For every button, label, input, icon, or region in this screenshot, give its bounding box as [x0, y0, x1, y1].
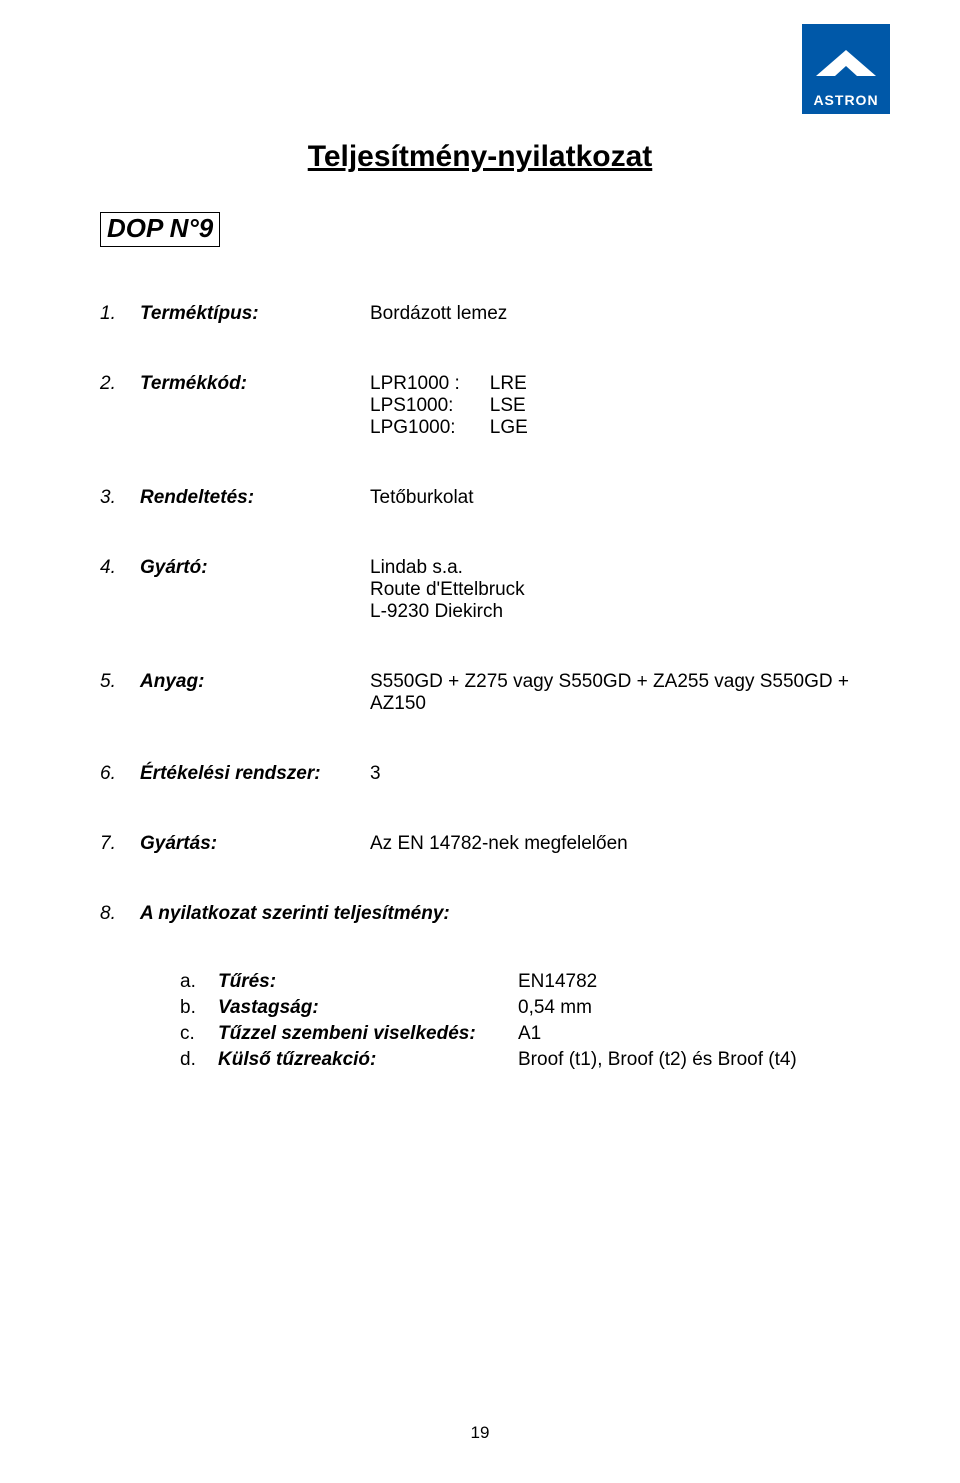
item-declared-performance: 8. A nyilatkozat szerinti teljesítmény: — [100, 903, 860, 925]
house-roof-icon — [810, 46, 882, 90]
performance-sublist: a. Tűrés: EN14782 b. Vastagság: 0,54 mm … — [180, 971, 860, 1071]
item-material: 5. Anyag: S550GD + Z275 vagy S550GD + ZA… — [100, 671, 860, 715]
item-label: Terméktípus: — [140, 303, 370, 325]
item-value: Tetőburkolat — [370, 487, 860, 509]
item-number: 8. — [100, 903, 140, 925]
code-key: LPS1000: — [370, 395, 490, 417]
page-number: 19 — [0, 1423, 960, 1443]
sub-value: Broof (t1), Broof (t2) és Broof (t4) — [518, 1049, 860, 1071]
sub-letter: c. — [180, 1023, 218, 1045]
item-assessment-system: 6. Értékelési rendszer: 3 — [100, 763, 860, 785]
item-number: 7. — [100, 833, 140, 855]
brand-logo: ASTRON — [802, 24, 890, 114]
sub-label: Tűzzel szembeni viselkedés: — [218, 1023, 518, 1045]
sub-label: Vastagság: — [218, 997, 518, 1019]
manufacturer-line: Lindab s.a. — [370, 557, 860, 579]
sub-letter: a. — [180, 971, 218, 993]
item-product-code: 2. Termékkód: LPR1000 : LRE LPS1000: LSE… — [100, 373, 860, 439]
sub-tolerance: a. Tűrés: EN14782 — [180, 971, 860, 993]
item-label: Anyag: — [140, 671, 370, 693]
brand-name: ASTRON — [813, 92, 878, 108]
sub-letter: d. — [180, 1049, 218, 1071]
item-number: 2. — [100, 373, 140, 395]
item-product-type: 1. Terméktípus: Bordázott lemez — [100, 303, 860, 325]
item-value: Lindab s.a. Route d'Ettelbruck L-9230 Di… — [370, 557, 860, 623]
item-label: Gyártás: — [140, 833, 370, 855]
item-label: Gyártó: — [140, 557, 370, 579]
sub-value: 0,54 mm — [518, 997, 860, 1019]
item-value: 3 — [370, 763, 860, 785]
manufacturer-line: L-9230 Diekirch — [370, 601, 860, 623]
item-value: LPR1000 : LRE LPS1000: LSE LPG1000: LGE — [370, 373, 860, 439]
item-label: Termékkód: — [140, 373, 370, 395]
code-key: LPG1000: — [370, 417, 490, 439]
item-label: A nyilatkozat szerinti teljesítmény: — [140, 903, 450, 925]
item-value: Az EN 14782-nek megfelelően — [370, 833, 860, 855]
sub-fire-behaviour: c. Tűzzel szembeni viselkedés: A1 — [180, 1023, 860, 1045]
code-row: LPS1000: LSE — [370, 395, 558, 417]
manufacturer-line: Route d'Ettelbruck — [370, 579, 860, 601]
sub-value: EN14782 — [518, 971, 860, 993]
document-page: Teljesítmény-nyilatkozat DOP N°9 1. Term… — [0, 0, 960, 1071]
sub-label: Tűrés: — [218, 971, 518, 993]
sub-label: Külső tűzreakció: — [218, 1049, 518, 1071]
code-row: LPG1000: LGE — [370, 417, 558, 439]
dop-number: DOP N°9 — [100, 212, 220, 247]
sub-value: A1 — [518, 1023, 860, 1045]
item-manufacturing: 7. Gyártás: Az EN 14782-nek megfelelően — [100, 833, 860, 855]
item-number: 1. — [100, 303, 140, 325]
item-intended-use: 3. Rendeltetés: Tetőburkolat — [100, 487, 860, 509]
code-row: LPR1000 : LRE — [370, 373, 558, 395]
item-value: S550GD + Z275 vagy S550GD + ZA255 vagy S… — [370, 671, 860, 715]
item-number: 4. — [100, 557, 140, 579]
item-number: 3. — [100, 487, 140, 509]
sub-external-fire: d. Külső tűzreakció: Broof (t1), Broof (… — [180, 1049, 860, 1071]
sub-thickness: b. Vastagság: 0,54 mm — [180, 997, 860, 1019]
code-val: LGE — [490, 417, 558, 439]
item-value: Bordázott lemez — [370, 303, 860, 325]
code-val: LRE — [490, 373, 558, 395]
item-number: 6. — [100, 763, 140, 785]
page-title: Teljesítmény-nyilatkozat — [100, 140, 860, 174]
code-val: LSE — [490, 395, 558, 417]
item-number: 5. — [100, 671, 140, 693]
item-manufacturer: 4. Gyártó: Lindab s.a. Route d'Ettelbruc… — [100, 557, 860, 623]
item-label: Rendeltetés: — [140, 487, 370, 509]
code-key: LPR1000 : — [370, 373, 490, 395]
item-label: Értékelési rendszer: — [140, 763, 370, 785]
sub-letter: b. — [180, 997, 218, 1019]
